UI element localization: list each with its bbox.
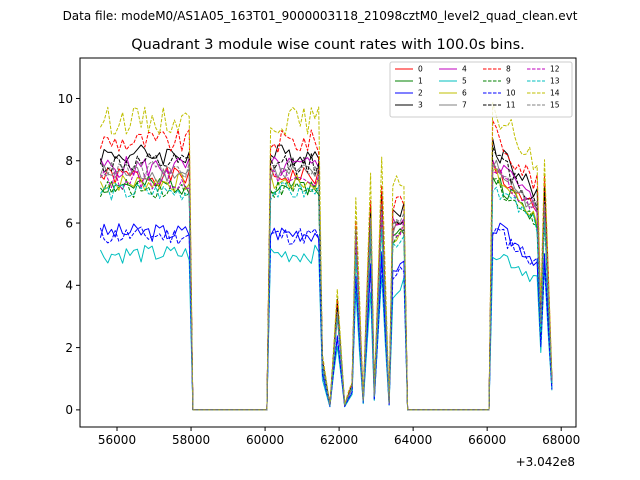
series-line-6 xyxy=(99,168,553,411)
y-tick-label: 0 xyxy=(65,403,73,417)
chart-title: Quadrant 3 module wise count rates with … xyxy=(131,37,525,53)
series-line-12 xyxy=(99,168,553,411)
x-tick-label: 68000 xyxy=(542,433,580,447)
legend-label-11: 11 xyxy=(506,101,516,110)
y-tick-label: 8 xyxy=(65,154,73,168)
legend-label-0: 0 xyxy=(418,65,423,74)
series-lines xyxy=(99,102,553,411)
y-tick-label: 4 xyxy=(65,279,73,293)
legend-label-4: 4 xyxy=(462,65,467,74)
x-tick-label: 62000 xyxy=(320,433,358,447)
axes-frame xyxy=(79,57,577,428)
x-axis-offset-label: +3.042e8 xyxy=(516,455,575,469)
legend-box xyxy=(389,61,573,118)
series-line-13 xyxy=(99,182,553,411)
legend-label-9: 9 xyxy=(506,77,511,86)
x-tick-label: 56000 xyxy=(98,433,136,447)
legend-label-14: 14 xyxy=(550,89,560,98)
x-tick-label: 58000 xyxy=(172,433,210,447)
legend-label-10: 10 xyxy=(506,89,516,98)
y-tick-label: 10 xyxy=(58,92,73,106)
series-line-1 xyxy=(100,175,553,411)
y-tick-label: 2 xyxy=(65,341,73,355)
legend-label-3: 3 xyxy=(418,101,423,110)
legend-label-2: 2 xyxy=(418,89,423,98)
figure-suptitle: Data file: modeM0/AS1A05_163T01_90000031… xyxy=(63,9,578,23)
y-axis-ticks: 0 2 4 6 8 10 xyxy=(58,92,80,417)
legend-label-1: 1 xyxy=(418,77,423,86)
x-tick-label: 64000 xyxy=(394,433,432,447)
y-tick-label: 6 xyxy=(65,216,73,230)
legend-label-13: 13 xyxy=(550,77,560,86)
series-line-9 xyxy=(99,178,553,411)
legend-label-12: 12 xyxy=(550,65,560,74)
x-tick-label: 60000 xyxy=(246,433,284,447)
series-line-10 xyxy=(99,226,553,411)
legend-label-5: 5 xyxy=(462,77,467,86)
x-tick-label: 66000 xyxy=(468,433,506,447)
legend-label-7: 7 xyxy=(462,101,467,110)
series-line-7 xyxy=(99,159,553,411)
legend-label-6: 6 xyxy=(462,89,467,98)
legend-label-15: 15 xyxy=(550,101,560,110)
x-axis-ticks: 56000 58000 60000 62000 64000 66000 68000 xyxy=(98,427,580,447)
series-line-14 xyxy=(99,102,553,411)
series-line-4 xyxy=(99,156,553,411)
series-line-11 xyxy=(99,146,553,411)
series-line-0 xyxy=(100,159,553,411)
legend-label-8: 8 xyxy=(506,65,511,74)
series-line-15 xyxy=(100,160,553,411)
